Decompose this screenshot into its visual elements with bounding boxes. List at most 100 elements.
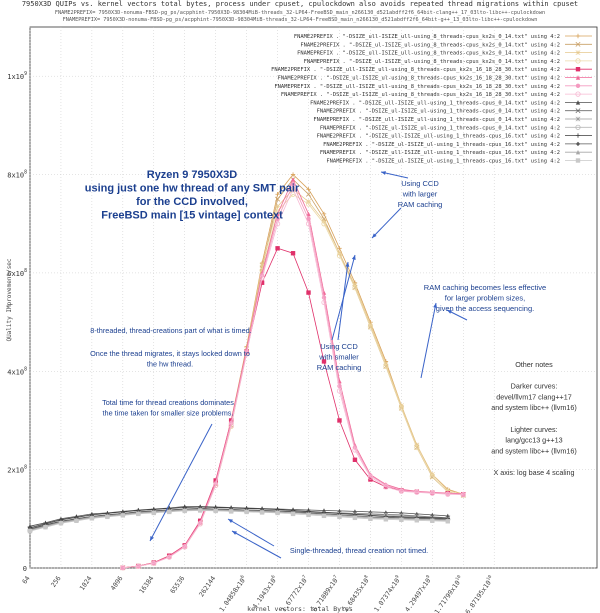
legend-entry-label: FNAME2PREFIX . "-DSIZE_ul-ISIZE_ul-using… <box>317 109 560 115</box>
access-sequencing-note-line: for larger problem sizes, <box>445 294 525 303</box>
x-axis-label: kernel vectors: total Bytes <box>247 605 353 613</box>
data-point <box>337 514 342 520</box>
larger-cache-note-line: with larger <box>402 190 438 199</box>
legend-entry-label: FNAMEPREFIX . "-DSIZE_ull-ISIZE_ull-usin… <box>297 51 560 57</box>
y-tick-label: 4x108 <box>7 366 27 376</box>
annotation-arrow <box>337 261 350 341</box>
x-tick-label: 1.04858x106 <box>217 574 249 613</box>
x-tick-label: 6.87195x1010 <box>463 574 496 613</box>
legend-entry-label: FNAME2PREFIX . "-DSIZE_ull-ISIZE_ull-usi… <box>294 34 560 40</box>
series-line <box>122 188 464 569</box>
arrow-head <box>150 536 154 541</box>
data-point <box>275 246 280 251</box>
title-annotation-line: FreeBSD main [15 vintage] context <box>101 210 283 222</box>
x-tick-label: 65536 <box>169 574 187 595</box>
legend-entry-label: FNAME2PREFIX . "-DSIZE_ul-ISIZE_ul-using… <box>323 142 560 148</box>
data-point <box>136 511 141 517</box>
fname2prefix-line: FNAME2PREFIX= 7950X3D-nonuma-FBSD-pg_ps/… <box>55 10 545 16</box>
legend-entry-marker <box>575 58 581 64</box>
data-point <box>398 488 404 494</box>
data-point <box>27 528 33 534</box>
arrow-head <box>447 310 452 314</box>
data-point <box>105 514 110 520</box>
annotation-arrow <box>371 207 402 239</box>
legend-entry-label: FNAME2PREFIX . "-DSIZE_ul-ISIZE_ul-using… <box>300 42 560 48</box>
x-tick-label: 1.71799x1010 <box>432 574 465 613</box>
series-line <box>29 506 448 527</box>
data-point <box>182 544 188 550</box>
other-notes-line: and system libc++ (llvm16) <box>491 403 576 412</box>
thread-creation-note-line: Total time for thread creations dominate… <box>102 398 234 407</box>
title-annotation-line: Ryzen 9 7950X3D <box>147 169 238 181</box>
data-point <box>321 299 327 306</box>
data-point <box>244 351 250 357</box>
data-point <box>352 457 358 462</box>
threaded-note: 8-threaded, thread-creations part of wha… <box>90 326 251 335</box>
thread-creation-note: Total time for thread creations dominate… <box>102 398 234 418</box>
data-point <box>275 216 280 222</box>
data-point <box>336 253 343 259</box>
grid <box>29 27 597 569</box>
x-tick-exponent: 10 <box>485 574 493 582</box>
data-point <box>275 192 280 197</box>
data-point <box>337 383 342 389</box>
x-tick-label: 1.07374x109 <box>372 574 404 613</box>
data-point <box>321 359 327 364</box>
data-point <box>429 473 435 480</box>
arrow-head <box>232 531 237 535</box>
legend-entry-marker <box>575 133 581 138</box>
data-point <box>305 201 312 207</box>
data-point <box>89 516 95 521</box>
annotation-arrows <box>149 171 468 559</box>
x-tick-label: 1024 <box>78 574 94 591</box>
data-point <box>182 508 187 514</box>
data-point <box>306 290 311 295</box>
other-notes-line: Other notes <box>515 360 553 369</box>
y-tick-exponent: 8 <box>24 366 27 372</box>
data-point <box>74 518 79 523</box>
x-tick-exponent: 6 <box>270 574 277 580</box>
y-tick-label: 1x109 <box>7 71 27 81</box>
other-notes-line: X axis: log base 4 scaling <box>493 468 574 477</box>
x-tick-label: 4096 <box>109 574 125 591</box>
other-notes-line: Lighter curves: <box>510 425 557 434</box>
series-8 <box>120 186 466 571</box>
arrow-head <box>228 519 233 524</box>
annotation-arrow <box>446 309 468 321</box>
legend-entry-label: FNAMEPREFIX . "-DSIZE_ul-ISIZE_ul-using_… <box>281 92 560 98</box>
chart-title: 7950X3D QUIPs vs. kernel vectors total b… <box>22 0 578 8</box>
data-point <box>352 447 358 453</box>
legend-entry-marker <box>575 75 581 80</box>
single-threaded-note-line: Single-threaded, thread creation not tim… <box>290 546 428 555</box>
legend-entry-marker <box>575 67 581 72</box>
data-point <box>321 216 327 222</box>
data-point <box>460 492 466 498</box>
legend-entry-marker <box>575 100 581 105</box>
legend-entry-label: FNAMEPREFIX . "-DSIZE_ull-ISIZE_ull-usin… <box>274 84 560 90</box>
data-point <box>135 563 141 569</box>
data-point <box>275 510 280 516</box>
data-point <box>259 280 265 285</box>
larger-cache-note-line: Using CCD <box>401 179 439 188</box>
data-point <box>290 511 296 517</box>
data-point <box>244 509 249 515</box>
data-point <box>120 513 126 518</box>
legend-entry-label: FNAMEPREFIX . "-DSIZE_ull-ISIZE_ull-usin… <box>313 117 560 123</box>
x-tick-exponent: 7 <box>332 574 339 580</box>
data-point <box>383 517 389 522</box>
threaded-note-line: 8-threaded, thread-creations part of wha… <box>90 326 251 335</box>
data-point <box>275 211 280 217</box>
series-line <box>29 509 448 531</box>
data-point <box>228 422 234 428</box>
y-tick-exponent: 8 <box>24 268 27 274</box>
single-threaded-note: Single-threaded, thread creation not tim… <box>290 546 428 555</box>
legend: FNAME2PREFIX . "-DSIZE_ull-ISIZE_ull-usi… <box>271 33 592 165</box>
legend-entry-label: FNAMEPREFIX . "-DSIZE_ul-ISIZE_ul-using_… <box>320 125 560 131</box>
data-point <box>151 510 156 516</box>
arrow-shaft <box>337 261 349 341</box>
arrow-head <box>372 233 377 238</box>
arrow-shaft <box>371 207 402 239</box>
data-point <box>275 196 281 202</box>
